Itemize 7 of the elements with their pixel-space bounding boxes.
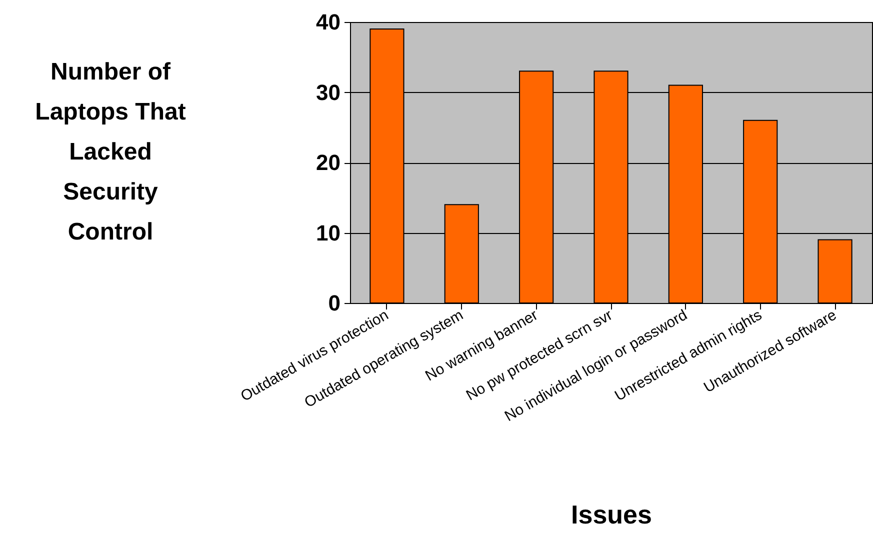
y-tick-label: 10 <box>316 220 340 246</box>
y-tick-label: 40 <box>316 10 340 34</box>
x-axis-title: Issues <box>571 500 652 530</box>
y-tick-label: 30 <box>316 80 340 105</box>
y-tick-label: 20 <box>316 150 340 175</box>
y-axis-title: Number of Laptops That Lacked Security Control <box>35 58 186 246</box>
y-tick-label: 0 <box>328 290 340 316</box>
